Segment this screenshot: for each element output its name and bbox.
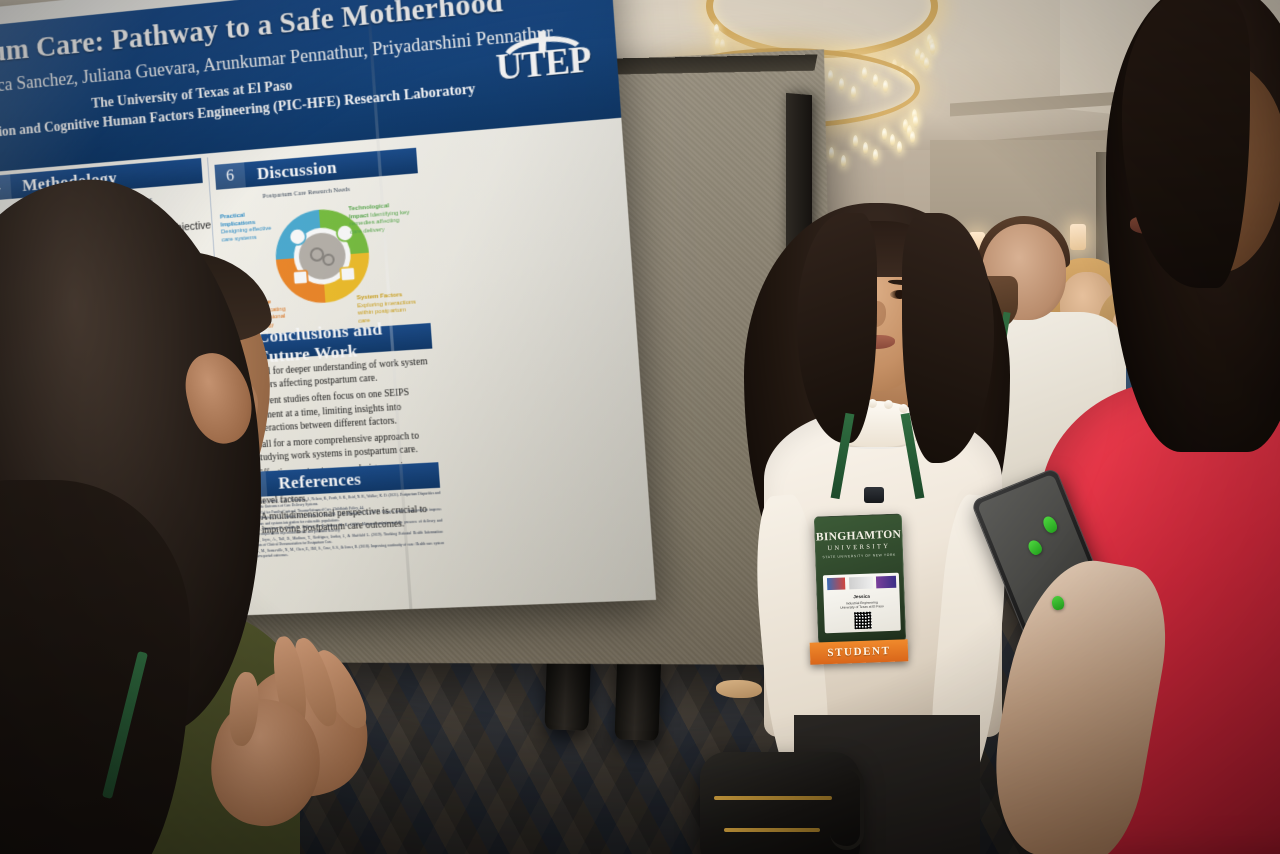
conference-badge[interactable]: BINGHAMTON UNIVERSITY STATE UNIVERSITY O… xyxy=(813,513,907,645)
presenter-left xyxy=(0,166,400,854)
chandelier-crystal xyxy=(907,125,913,139)
badge-card: Jessica Industrial Engineering Universit… xyxy=(822,572,901,634)
chandelier-crystal xyxy=(719,38,725,52)
student-ribbon-text: STUDENT xyxy=(827,644,891,660)
chandelier-crystal xyxy=(873,148,879,162)
eye xyxy=(890,290,910,299)
utep-logo: UTEP xyxy=(495,30,593,111)
student-ribbon: STUDENT xyxy=(809,639,909,665)
chandelier-crystal xyxy=(896,140,902,154)
badge-brand-line2: UNIVERSITY xyxy=(827,542,891,553)
chandelier-crystal xyxy=(863,141,869,155)
chandelier-crystal xyxy=(910,130,916,144)
lanyard-clip xyxy=(864,487,884,503)
chandelier-crystal xyxy=(902,119,908,133)
shoe xyxy=(716,680,762,698)
chandelier-crystal xyxy=(841,154,847,168)
chandelier-crystal xyxy=(714,37,720,51)
presenter-center: BINGHAMTON UNIVERSITY STATE UNIVERSITY O… xyxy=(742,195,1042,854)
attendee-right xyxy=(1018,0,1280,854)
chandelier-crystal xyxy=(852,134,858,148)
qr-code-icon xyxy=(854,611,872,630)
poster-board-easel: Postpartum Care: Pathway to a Safe Mothe… xyxy=(0,0,840,690)
badge-brand-line1: BINGHAMTON xyxy=(815,528,902,544)
wall-sconce-light xyxy=(1070,224,1086,250)
backpack xyxy=(700,752,864,854)
chandelier-crystal xyxy=(913,115,918,128)
chandelier-crystal xyxy=(882,128,888,142)
badge-brand-line3: STATE UNIVERSITY OF NEW YORK xyxy=(822,552,896,560)
chandelier-crystal xyxy=(930,42,935,55)
chandelier-crystal xyxy=(714,24,719,37)
chandelier-crystal xyxy=(890,134,896,148)
discussion-donut-diagram xyxy=(253,195,392,321)
pickaxe-icon xyxy=(504,30,580,56)
poster-title-band: Postpartum Care: Pathway to a Safe Mothe… xyxy=(0,0,622,189)
chandelier-crystal xyxy=(920,52,926,66)
chandelier-crystal xyxy=(914,47,920,61)
chandelier-crystal xyxy=(924,56,930,70)
chandelier-crystal xyxy=(829,146,835,160)
research-poster: Postpartum Care: Pathway to a Safe Mothe… xyxy=(0,0,657,631)
